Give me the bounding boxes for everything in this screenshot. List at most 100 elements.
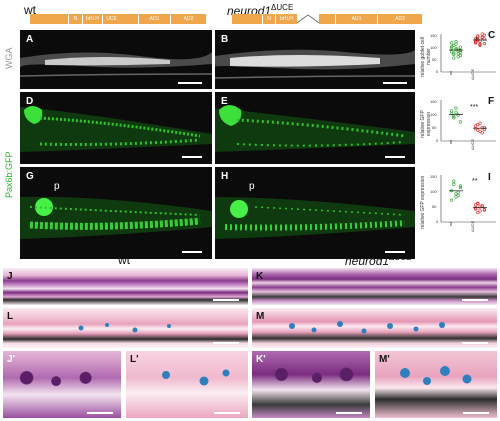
plot-i-points (449, 179, 487, 215)
plot-c-wt-point (456, 52, 460, 56)
plot-c-ylabel: relative goblet cell number (420, 36, 432, 78)
panel-j-image: J (3, 268, 248, 305)
scale-bar-m1 (463, 412, 489, 414)
panel-m1-image: M' (375, 351, 497, 418)
plot-i-sig: ** (472, 178, 478, 185)
plot-i-mut-point (476, 202, 480, 206)
plot-f-ytick-1: 100 (430, 112, 437, 117)
domain-ad2: AD2 (170, 14, 206, 24)
plot-i: relative GFP expression 150 100 50 0 ** … (420, 168, 498, 248)
plot-i-wt-point (458, 185, 463, 190)
plot-i-wt-point (456, 193, 460, 197)
plot-i-wt-point (458, 184, 463, 188)
plot-i-wt-point (452, 182, 456, 186)
plot-i-mut-point (478, 209, 482, 213)
plot-c-mut-point (473, 40, 478, 44)
plot-i-mut-point (476, 210, 480, 215)
plot-i-xcat-0: wt (448, 222, 453, 226)
panel-k1-image: K' (252, 351, 370, 418)
panel-b-image: B (215, 30, 415, 89)
plot-f-wt-point (454, 110, 458, 114)
plot-i-ytick-3: 0 (436, 219, 439, 224)
plot-c-wt-point (456, 47, 460, 51)
plot-c-svg (440, 32, 496, 73)
plot-i-wt-point (452, 179, 456, 183)
scale-bar-d (182, 156, 202, 158)
panel-a-image: A (20, 30, 212, 89)
domain-n: N (68, 14, 82, 24)
plot-f-mut-point (473, 127, 478, 131)
panel-i-label: I (488, 172, 491, 183)
plot-i-wt-point (450, 198, 454, 202)
domain-bhlh: bHLH (82, 14, 102, 24)
gfp-signal-g (20, 196, 212, 239)
plot-f-ylabel: relative GFP expression (420, 110, 432, 138)
plot-f: relative GFP expression 150 100 50 0 ***… (420, 94, 498, 162)
panel-a-label: A (26, 34, 34, 45)
alcian-blue-cells-l (78, 323, 171, 333)
scale-bar-l1 (214, 412, 240, 414)
plot-f-mut-point (476, 128, 480, 132)
panel-g-image: G p (20, 167, 212, 259)
plot-c-ytick-1: 100 (430, 45, 437, 50)
plot-c-wt-point (450, 50, 454, 54)
plot-i-mut-point (482, 208, 487, 212)
pancreas-label-h: p (249, 181, 255, 192)
plot-f-mut-point (478, 121, 482, 125)
scale-bar-m (462, 342, 488, 344)
scale-bar-h (385, 251, 405, 253)
plot-c-mut-point (480, 35, 484, 39)
panel-d-image: D (20, 92, 212, 164)
histo-header-mutant: neurod1ΔUCE (345, 253, 411, 268)
plot-f-ytick-2: 50 (432, 125, 437, 130)
panel-g-label: G (26, 171, 34, 182)
alcian-blue-cells-m (289, 321, 445, 334)
plot-f-wt-point (458, 120, 463, 124)
plot-c-wt-point (450, 41, 454, 45)
panel-e-label: E (221, 96, 228, 107)
plot-i-ytick-2: 50 (432, 204, 437, 209)
scale-bar-j (213, 299, 239, 301)
plot-c-wt-point (454, 39, 458, 44)
plot-f-sig: *** (470, 104, 479, 111)
scale-bar-k1 (336, 412, 362, 414)
plot-i-ytick-0: 150 (430, 174, 437, 179)
scale-bar-b (383, 82, 407, 84)
plot-c-wt-point (452, 52, 456, 56)
plot-f-wt-point (456, 113, 460, 117)
panel-m1-label: M' (379, 354, 390, 365)
alcian-blue-cells-m1 (400, 366, 472, 385)
panel-h-image: H p (215, 167, 415, 259)
panel-l1-label: L' (130, 354, 139, 365)
plot-c-points (449, 32, 487, 60)
wga-signal-wt (20, 52, 212, 77)
panel-c-label: C (488, 30, 496, 41)
panel-h-label: H (221, 171, 229, 182)
deletion-caret (297, 14, 319, 24)
pancreas-label-g: p (54, 181, 60, 192)
domain-ad1-mut: AD1 (335, 14, 377, 24)
plot-f-xcat-1: ΔUCE (470, 138, 475, 150)
plot-c-ytick-2: 50 (432, 57, 437, 62)
panel-l-image: L (3, 308, 248, 348)
plot-f-ytick-3: 0 (436, 138, 439, 143)
scale-bar-l (213, 342, 239, 344)
panel-l-label: L (7, 311, 14, 322)
panel-k-image: K (252, 268, 497, 305)
plot-i-mut-point (480, 204, 484, 208)
plot-f-ytick-0: 150 (430, 99, 437, 104)
plot-i-ytick-1: 100 (430, 189, 437, 194)
plot-c-ytick-0: 150 (430, 33, 437, 38)
domain-uce: UCE (102, 14, 120, 24)
plot-f-wt-point (452, 114, 456, 119)
plot-c-wt-point (452, 43, 456, 47)
wga-signal-mutant (215, 49, 415, 79)
panel-f-label: F (488, 96, 495, 107)
panel-k1-label: K' (256, 354, 266, 365)
gfp-signal-e (215, 105, 415, 152)
plot-i-xcat-1: ΔUCE (470, 220, 475, 232)
plot-c-xcat-1: ΔUCE (470, 68, 475, 80)
plot-f-wt-point (452, 116, 456, 120)
scale-bar-j1 (87, 412, 113, 414)
panel-j1-image: J' (3, 351, 121, 418)
